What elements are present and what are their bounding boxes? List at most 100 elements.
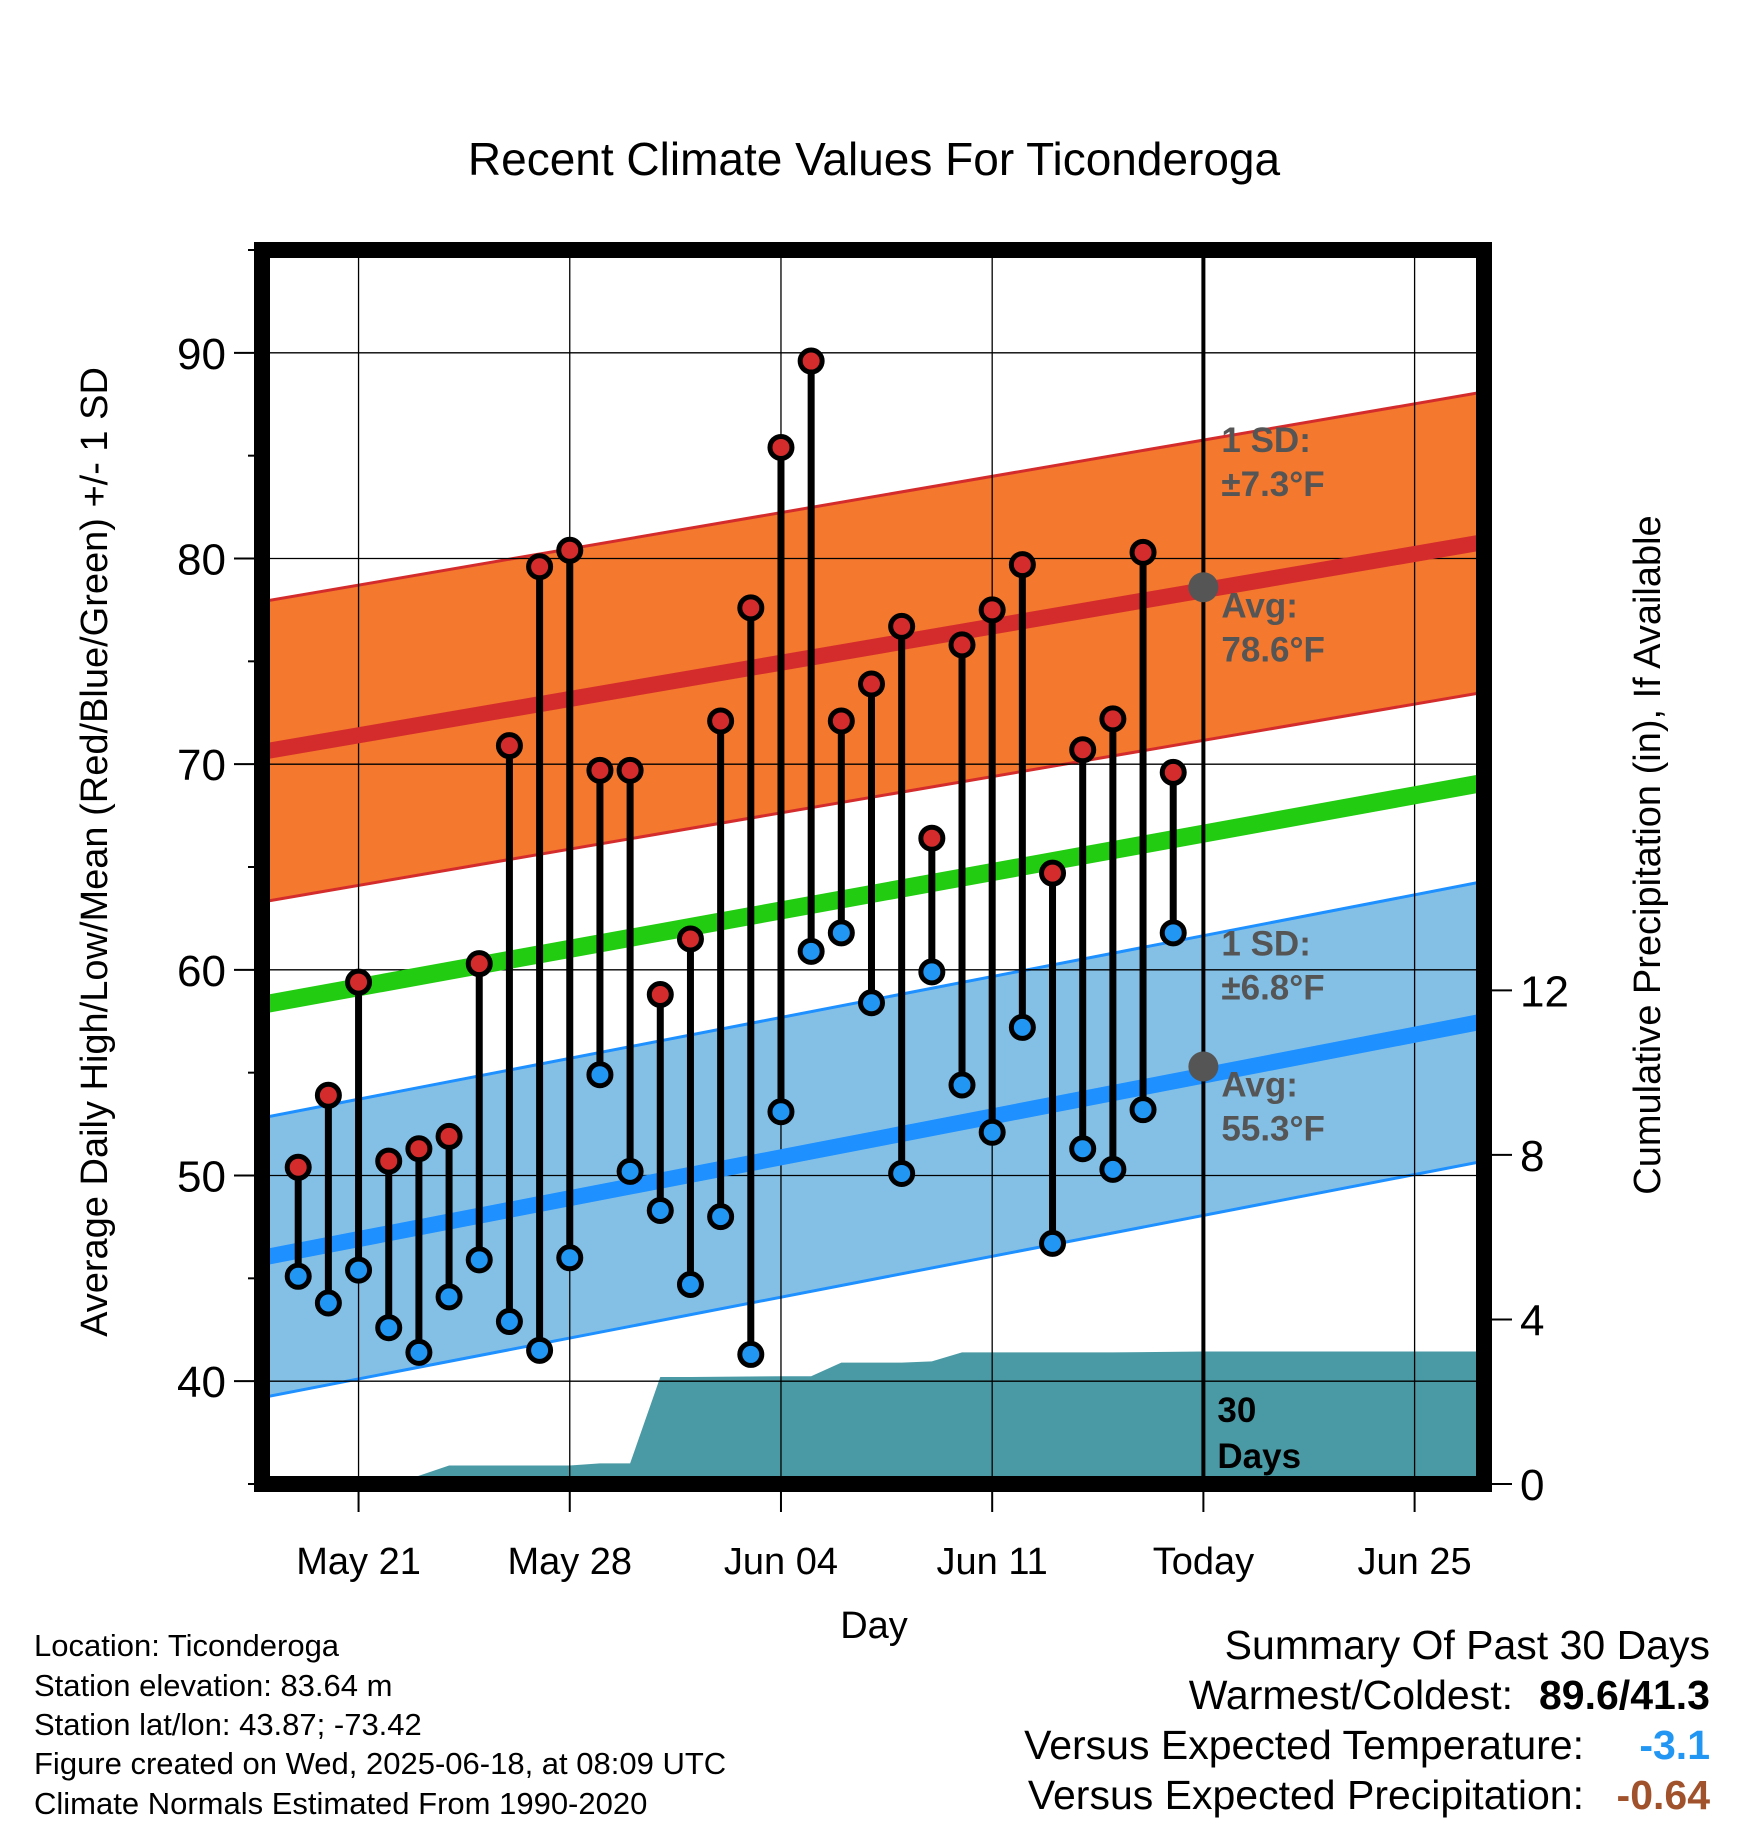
temp-label: Versus Expected Temperature: [1024, 1722, 1584, 1768]
high-point [918, 824, 946, 852]
high-point [405, 1135, 433, 1163]
y-left-tick-label: 50 [177, 1153, 226, 1202]
low-point [616, 1157, 644, 1185]
low-point [857, 989, 885, 1017]
high-point [737, 594, 765, 622]
high-avg-line [262, 534, 1484, 760]
high-point [1039, 859, 1067, 887]
low-point [827, 919, 855, 947]
low-point [556, 1244, 584, 1272]
y-axis-right-label: Cumulative Precipitation (in), If Availa… [1627, 515, 1669, 1194]
low-avg-line [262, 1013, 1484, 1266]
high-point [646, 981, 674, 1009]
high-point [1008, 551, 1036, 579]
high-point [345, 968, 373, 996]
low-point [435, 1283, 463, 1311]
high-point [1099, 705, 1127, 733]
y-left-tick-label: 90 [177, 330, 226, 379]
y-left-tick-label: 40 [177, 1358, 226, 1407]
low-point [526, 1336, 554, 1364]
low-point [676, 1271, 704, 1299]
low-point [737, 1340, 765, 1368]
normals-text: Climate Normals Estimated From 1990-2020 [34, 1786, 648, 1821]
high-point [827, 707, 855, 735]
high-point [1069, 736, 1097, 764]
high-point [556, 536, 584, 564]
y-right-tick-label: 0 [1520, 1461, 1544, 1510]
chart-title: Recent Climate Values For Ticonderoga [468, 133, 1281, 185]
low-point [1099, 1155, 1127, 1183]
high-point [948, 631, 976, 659]
low-point [1129, 1096, 1157, 1124]
temp-value: -3.1 [1639, 1722, 1710, 1768]
high-point [526, 553, 554, 581]
y-right-tick-label: 8 [1520, 1132, 1544, 1181]
high-point [435, 1122, 463, 1150]
high-point [616, 756, 644, 784]
low-point [767, 1098, 795, 1126]
high-sd-band-upper-edge [262, 390, 1484, 604]
low-point [375, 1314, 403, 1342]
low-point [1069, 1135, 1097, 1163]
summary-temp: Versus Expected Temperature: -3.1 [1024, 1722, 1710, 1769]
today-high-avg-marker [1188, 572, 1219, 603]
low-point [918, 958, 946, 986]
plot-overlay: 1 SD: ±7.3°F Avg: 78.6°F 1 SD: ±6.8°F Avg: 55.3… [284, 250, 1325, 1484]
low-point [797, 937, 825, 965]
high-point [284, 1153, 312, 1181]
low-point [646, 1196, 674, 1224]
high-point [314, 1081, 342, 1109]
y-right-tick-label: 4 [1520, 1296, 1544, 1345]
today-low-avg-marker [1188, 1051, 1219, 1082]
low-avg-label: Avg: [1221, 1065, 1297, 1104]
low-sd-label: 1 SD: [1221, 925, 1310, 964]
days-count-label: 30 [1217, 1391, 1256, 1430]
x-tick-label: Jun 11 [937, 1541, 1048, 1583]
low-sd-value: ±6.8°F [1221, 969, 1324, 1008]
low-sd-band-lower-edge [262, 1159, 1484, 1400]
y-axis-left-label: Average Daily High/Low/Mean (Red/Blue/Gr… [74, 367, 116, 1337]
latlon-text: Station lat/lon: 43.87; -73.42 [34, 1707, 422, 1742]
summary-precip: Versus Expected Precipitation: -0.64 [1028, 1772, 1710, 1819]
warm-cold-label: Warmest/Coldest: [1188, 1672, 1513, 1718]
low-point [1008, 1013, 1036, 1041]
location-text: Location: Ticonderoga [34, 1628, 340, 1663]
low-point [978, 1118, 1006, 1146]
low-point [284, 1262, 312, 1290]
created-text: Figure created on Wed, 2025-06-18, at 08… [34, 1746, 727, 1781]
high-sd-label: 1 SD: [1221, 421, 1310, 460]
high-point [797, 347, 825, 375]
high-point [1159, 758, 1187, 786]
x-tick-label: Jun 25 [1358, 1541, 1472, 1583]
low-point [345, 1256, 373, 1284]
y-left-tick-label: 60 [177, 947, 226, 996]
high-avg-label: Avg: [1221, 586, 1297, 625]
low-point [495, 1308, 523, 1336]
low-avg-value: 55.3°F [1221, 1109, 1325, 1148]
x-axis-label: Day [840, 1605, 908, 1647]
high-point [888, 612, 916, 640]
x-tick-label: Jun 04 [724, 1541, 838, 1583]
low-point [1159, 919, 1187, 947]
low-point [1039, 1229, 1067, 1257]
high-point [495, 732, 523, 760]
high-point [586, 756, 614, 784]
precip-value: -0.64 [1616, 1772, 1710, 1818]
precip-area [394, 1351, 1484, 1484]
x-tick-label: May 28 [507, 1541, 632, 1583]
high-avg-value: 78.6°F [1221, 630, 1325, 669]
x-tick-label: May 21 [296, 1541, 421, 1583]
summary-title: Summary Of Past 30 Days [1224, 1622, 1710, 1668]
high-point [857, 670, 885, 698]
precip-label: Versus Expected Precipitation: [1027, 1772, 1584, 1818]
summary-warm-cold: Warmest/Coldest: 89.6/41.3 [1189, 1672, 1710, 1719]
elevation-text: Station elevation: 83.64 m [34, 1668, 393, 1703]
low-point [314, 1289, 342, 1317]
high-sd-value: ±7.3°F [1221, 465, 1324, 504]
low-point [948, 1071, 976, 1099]
y-left-tick-label: 80 [177, 536, 226, 585]
low-point [586, 1061, 614, 1089]
high-point [465, 950, 493, 978]
high-point [1129, 538, 1157, 566]
